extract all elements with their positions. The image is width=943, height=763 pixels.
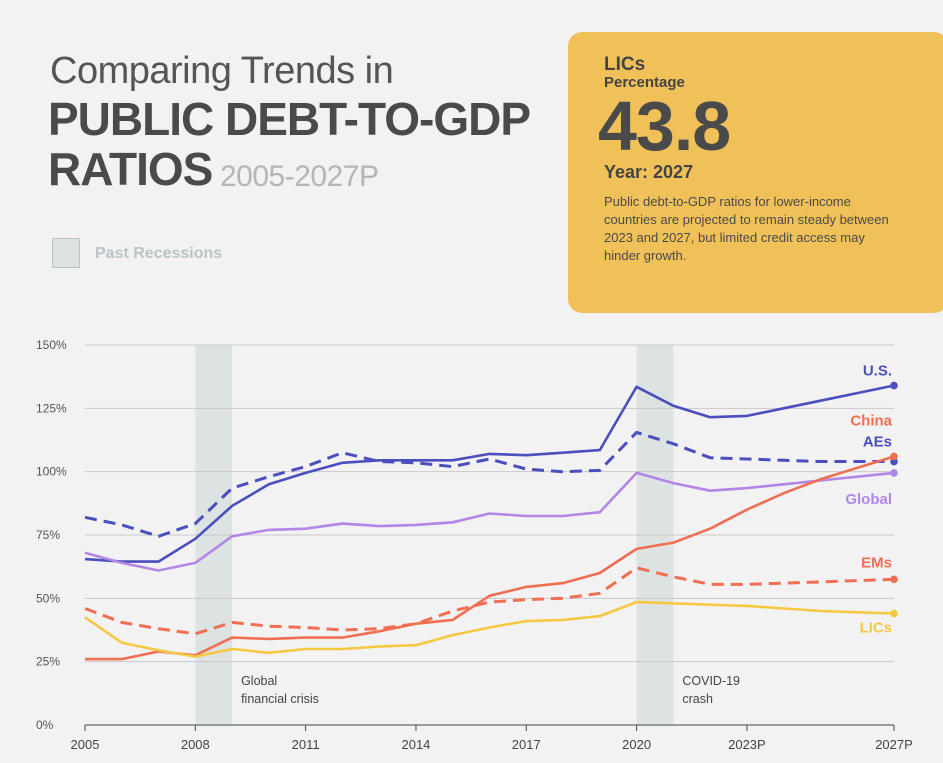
x-tick-label: 2027P	[875, 737, 913, 752]
x-tick-label: 2011	[292, 737, 320, 752]
card-series-name: LICs	[604, 54, 646, 75]
title-line-2: PUBLIC DEBT-TO-GDP	[48, 93, 531, 145]
recession-label: crash	[682, 692, 713, 706]
recession-label: financial crisis	[241, 692, 319, 706]
y-tick-label: 100%	[36, 465, 67, 479]
series-end-marker	[890, 452, 898, 461]
y-tick-label: 50%	[36, 591, 60, 605]
title-line-1: Comparing Trends in	[50, 50, 394, 92]
series-end-marker	[890, 381, 898, 390]
recession-label: Global	[241, 674, 277, 688]
series-label: China	[850, 412, 892, 429]
x-tick-label: 2023P	[728, 737, 766, 752]
series-label: Global	[845, 491, 892, 508]
y-tick-label: 75%	[36, 528, 60, 542]
series-label: U.S.	[863, 363, 892, 380]
series-label: LICs	[859, 620, 892, 637]
x-tick-label: 2014	[401, 737, 430, 752]
series-line	[84, 471, 895, 572]
series-line	[84, 600, 895, 658]
series-end-marker	[890, 469, 898, 477]
recession-legend-swatch	[52, 238, 80, 268]
series-line	[85, 455, 895, 661]
series-label: EMs	[861, 554, 892, 571]
card-value: 43.8	[598, 87, 731, 165]
series-end-marker	[890, 609, 898, 618]
y-tick-label: 25%	[36, 655, 60, 669]
card-year: Year: 2027	[604, 162, 694, 182]
series-line	[84, 384, 895, 563]
x-tick-label: 2008	[181, 737, 210, 752]
x-tick-label: 2005	[71, 737, 100, 752]
series-label: AEs	[863, 434, 892, 451]
x-tick-label: 2017	[512, 737, 541, 752]
series-end-marker	[890, 575, 898, 584]
y-tick-label: 0%	[36, 718, 54, 732]
title-years: 2005-2027P	[220, 160, 379, 193]
recession-label: COVID-19	[682, 674, 740, 688]
title-line-3: RATIOS	[48, 143, 213, 195]
card-metric-label: Percentage	[604, 74, 685, 91]
recession-legend-label: Past Recessions	[95, 245, 223, 262]
series-line	[84, 430, 894, 538]
x-tick-label: 2020	[622, 737, 651, 752]
highlight-card: LICs Percentage 43.8 Year: 2027 Public d…	[568, 32, 943, 313]
series-line	[84, 566, 895, 636]
y-tick-label: 125%	[36, 401, 67, 415]
y-tick-label: 150%	[36, 338, 67, 352]
card-description: Public debt-to-GDP ratios for lower-inco…	[604, 194, 889, 263]
debt-to-gdp-line-chart: 0% 25% 50% 75% 100% 125% 150% 2005 2008 2011 2014 2…	[36, 338, 913, 752]
